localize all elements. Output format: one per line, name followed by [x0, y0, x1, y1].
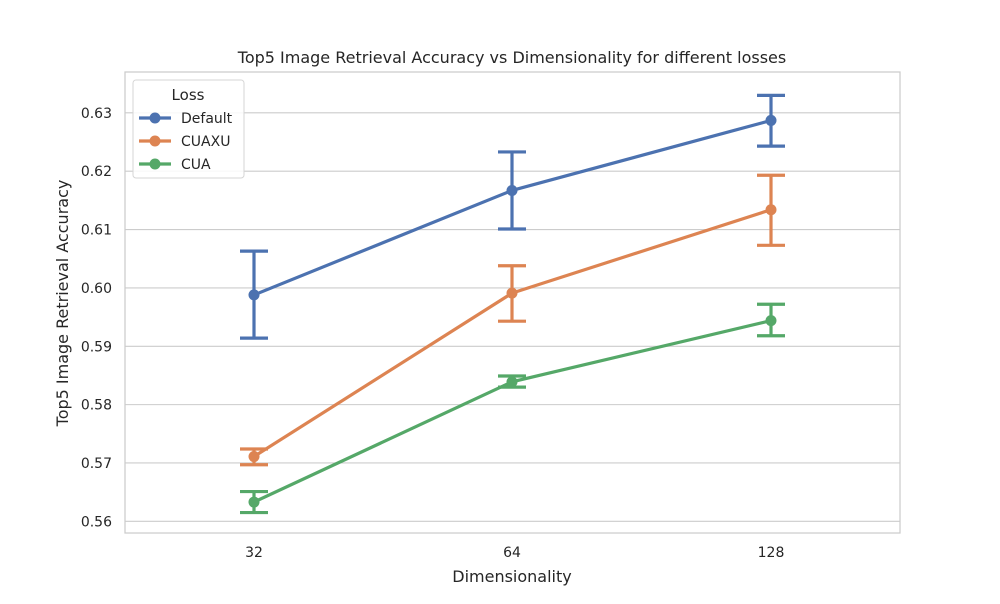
legend-title: Loss: [172, 86, 205, 104]
y-tick-label: 0.59: [81, 339, 112, 355]
x-tick-label: 128: [758, 545, 785, 561]
legend-swatch-marker: [149, 112, 161, 124]
legend-label: CUA: [181, 157, 211, 173]
x-tick-label: 64: [503, 545, 521, 561]
series-cua: [240, 302, 785, 515]
series-default: [240, 93, 785, 340]
data-point: [765, 114, 777, 126]
y-tick-label: 0.58: [81, 398, 112, 414]
data-point: [506, 287, 518, 299]
data-point: [765, 315, 777, 327]
data-point: [506, 184, 518, 196]
x-axis-label: Dimensionality: [452, 567, 571, 586]
data-point: [248, 496, 260, 508]
y-tick-label: 0.62: [81, 164, 112, 180]
data-point: [248, 289, 260, 301]
data-point: [248, 451, 260, 463]
series-cuaxu: [240, 173, 785, 467]
data-point: [506, 376, 518, 388]
legend-item: CUA: [139, 157, 211, 173]
x-tick-label: 32: [245, 545, 263, 561]
legend-item: CUAXU: [139, 134, 230, 150]
y-tick-label: 0.60: [81, 281, 112, 297]
legend-label: CUAXU: [181, 134, 230, 150]
legend-item: Default: [139, 111, 233, 127]
data-point: [765, 204, 777, 216]
chart-title: Top5 Image Retrieval Accuracy vs Dimensi…: [237, 48, 786, 67]
legend: Loss Default CUAXU CUA: [132, 79, 245, 179]
y-tick-label: 0.57: [81, 456, 112, 472]
legend-swatch-marker: [149, 135, 161, 147]
legend-box: [132, 79, 245, 179]
y-tick-label: 0.63: [81, 106, 112, 122]
legend-swatch-marker: [149, 158, 161, 170]
legend-label: Default: [181, 111, 233, 127]
y-tick-label: 0.56: [81, 514, 112, 530]
y-axis-label: Top5 Image Retrieval Accuracy: [53, 180, 72, 428]
y-tick-label: 0.61: [81, 223, 112, 239]
plot-frame: [124, 71, 901, 534]
tick-labels: 0.56 0.57 0.58 0.59 0.60 0.61 0.62 0.63 32 64 128: [81, 106, 785, 561]
series-layer: [240, 93, 785, 515]
